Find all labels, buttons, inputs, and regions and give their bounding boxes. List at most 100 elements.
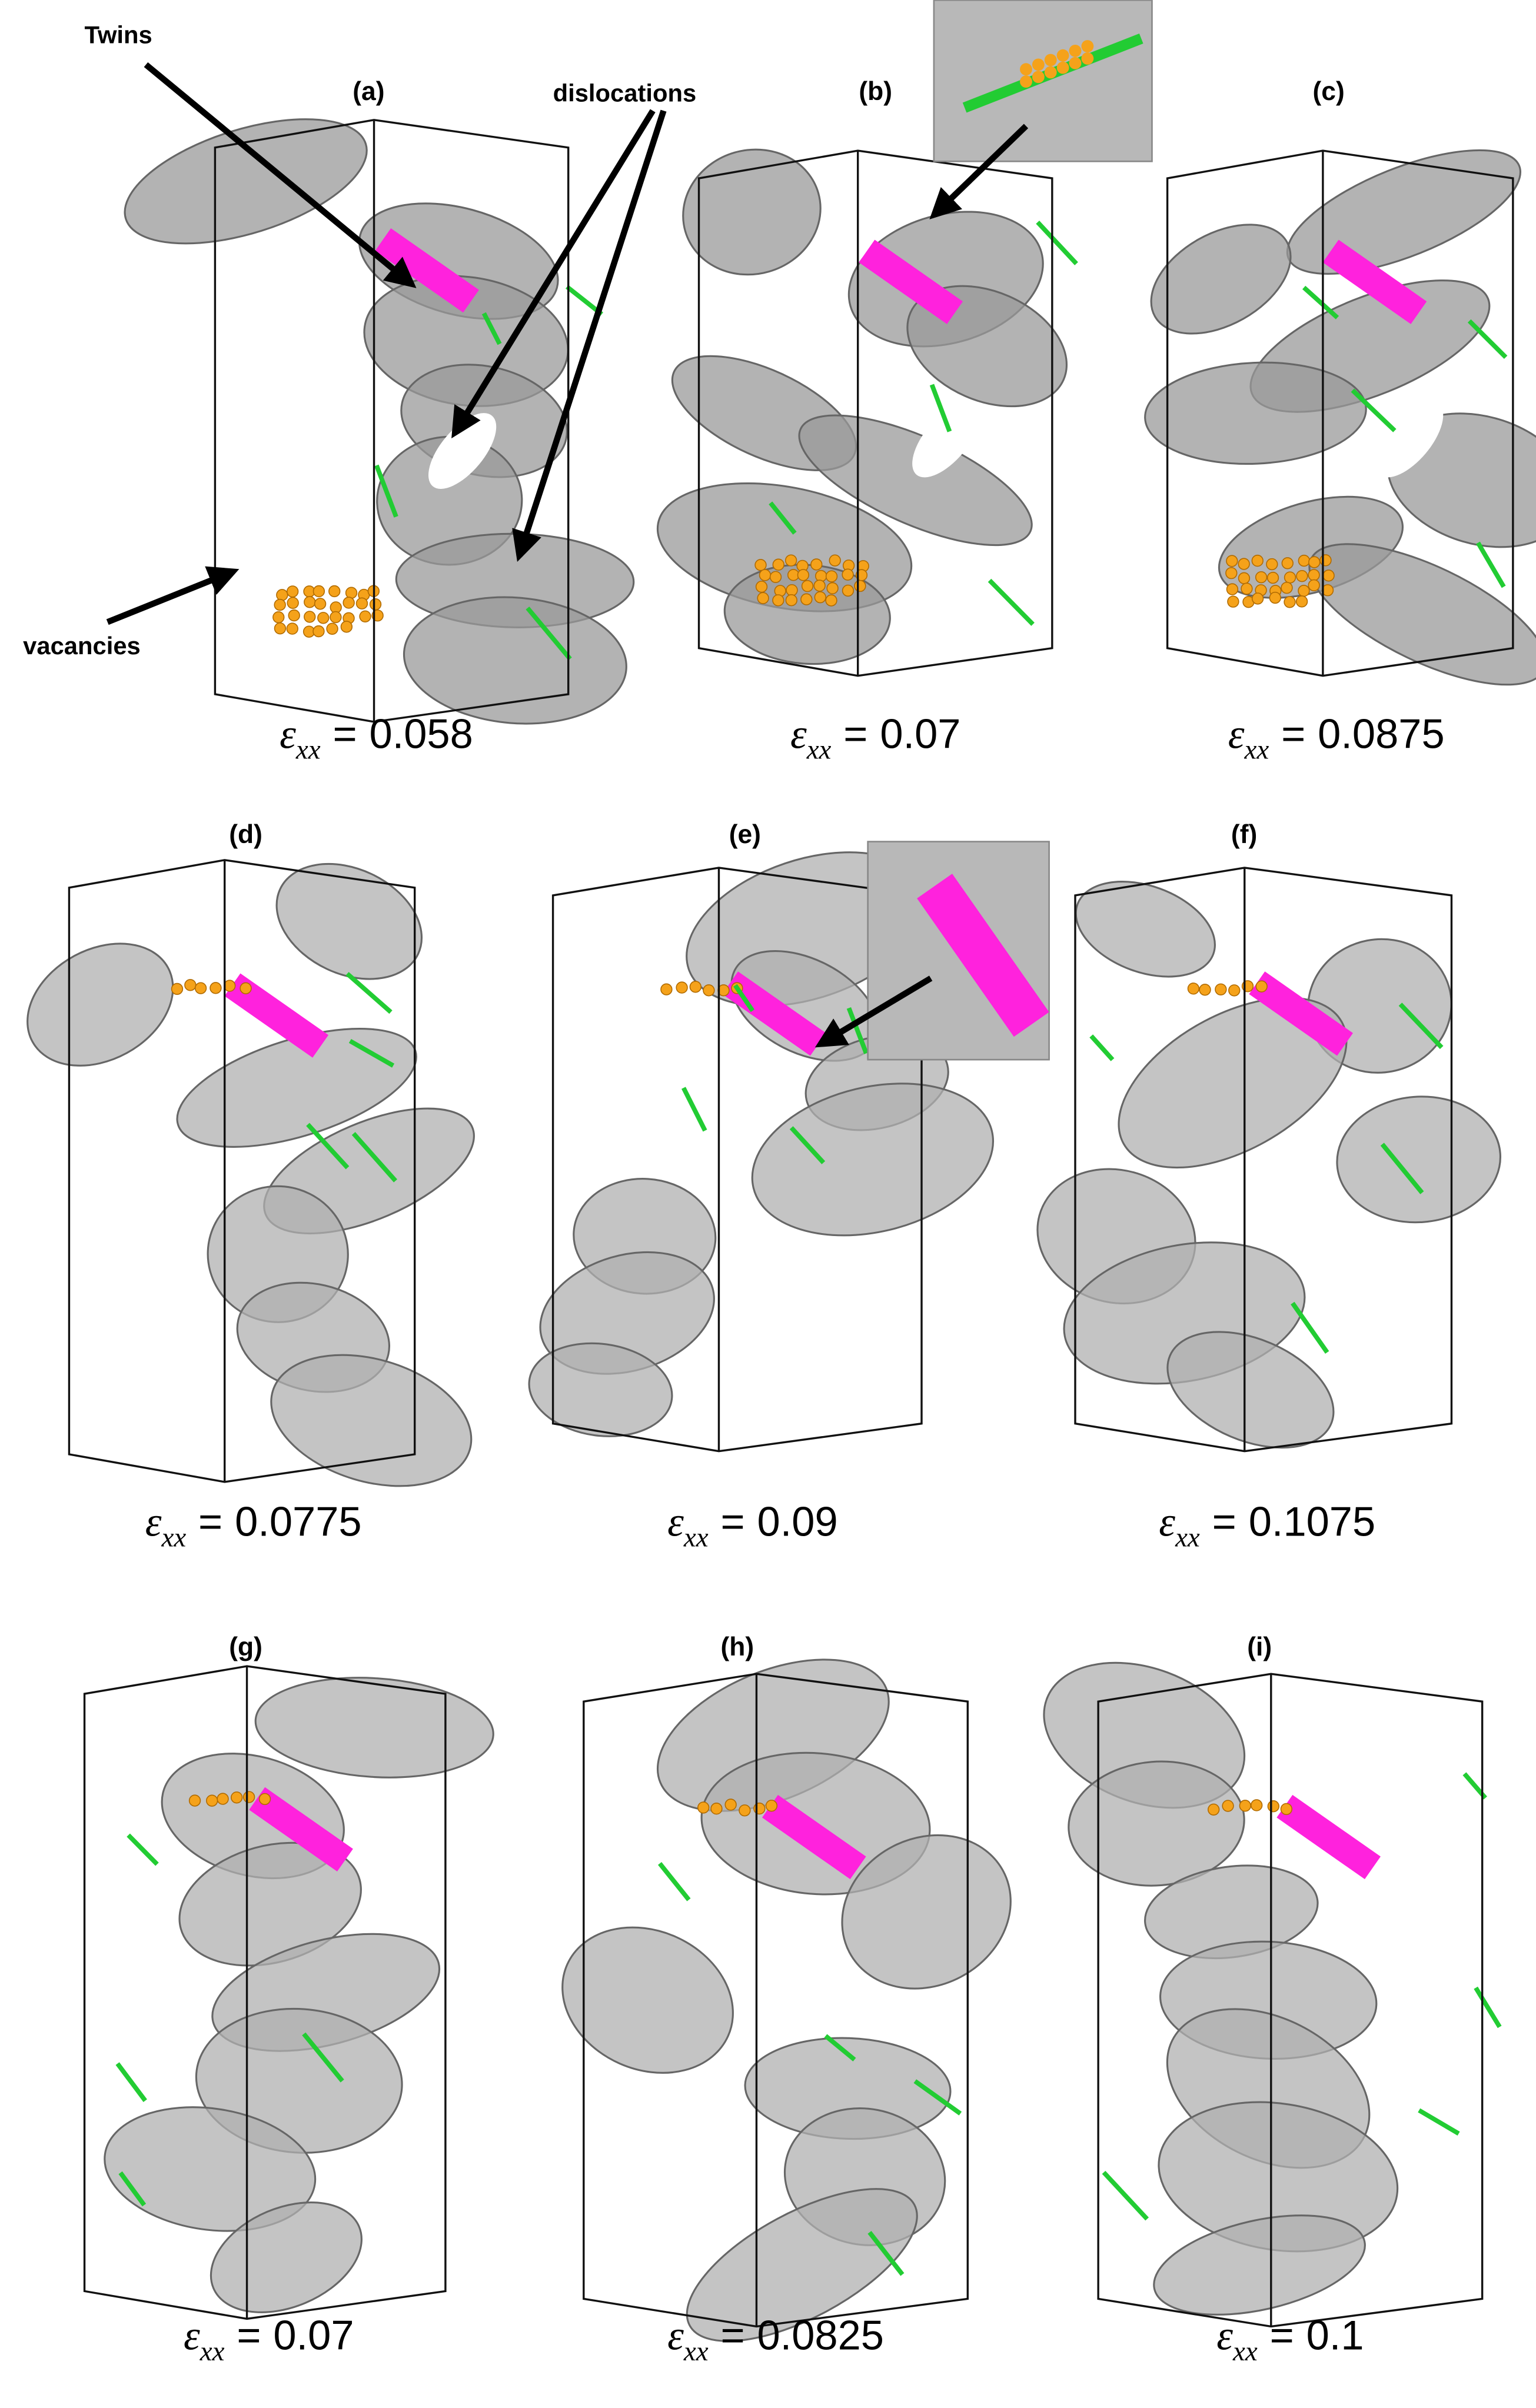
strain-subscript: xx: [1244, 735, 1269, 765]
dislocation: [127, 1833, 159, 1866]
vacancy: [1238, 572, 1251, 584]
strain-relation: =: [720, 2312, 744, 2359]
vacancy: [785, 594, 797, 607]
vacancy: [1199, 984, 1211, 996]
vacancy: [1226, 583, 1239, 595]
vacancy: [1238, 558, 1250, 570]
vacancy: [813, 579, 826, 592]
vacancy: [1032, 71, 1045, 84]
vacancy: [340, 621, 353, 633]
strain-subscript: xx: [1175, 1523, 1200, 1553]
panel: (c) εxx = 0.0875: [1144, 77, 1536, 765]
vacancy: [814, 569, 827, 582]
strain-relation: =: [333, 710, 357, 757]
vacancy: [755, 581, 768, 593]
vacancy: [1295, 595, 1308, 608]
strain-subscript: xx: [200, 2336, 225, 2367]
strain-caption: εxx = 0.09: [667, 1498, 838, 1553]
vacancy: [286, 622, 298, 635]
strain-caption: εxx = 0.07: [790, 710, 961, 765]
strain-subscript: xx: [683, 1523, 709, 1553]
dislocation: [988, 578, 1035, 626]
strain-relation: =: [1212, 1498, 1236, 1544]
strain-symbol: ε: [1228, 711, 1245, 757]
vacancy: [314, 598, 327, 610]
vacancy: [1056, 49, 1069, 62]
annotations: Twins dislocations vacancies: [23, 21, 1029, 1048]
vacancy: [1056, 61, 1069, 74]
vacancy: [842, 568, 854, 581]
vacancy: [786, 584, 798, 597]
panels: (a)εxx = 0.058(b)εxx = 0.07(c)εxx = 0.0875(d)ε…: [26, 0, 1536, 2367]
vacancy: [1020, 63, 1032, 76]
twin: [1322, 239, 1427, 324]
strain-caption: εxx = 0.0775: [145, 1498, 362, 1553]
vacancy: [1208, 1803, 1220, 1816]
grain: [403, 596, 627, 725]
vacancy: [345, 587, 358, 599]
vacancy: [194, 982, 207, 994]
strain-value: 0.058: [369, 710, 473, 757]
vacancy: [1298, 554, 1311, 567]
dislocation: [306, 1123, 350, 1170]
grain: [682, 148, 822, 276]
dislocation: [115, 2062, 147, 2102]
twin: [1249, 971, 1353, 1056]
strain-subscript: xx: [295, 735, 321, 765]
dislocation: [118, 2171, 147, 2207]
panel-label: (c): [1313, 77, 1345, 106]
vacancy: [1308, 579, 1320, 592]
inset: [933, 0, 1153, 162]
strain-value: 0.09: [757, 1498, 838, 1544]
panel-label: (d): [229, 820, 262, 849]
dislocation: [1291, 1301, 1329, 1354]
vacancy: [312, 585, 325, 598]
dislocation: [929, 384, 952, 432]
panel: (a) εxx = 0.058: [124, 77, 635, 765]
vacancy: [276, 589, 288, 601]
dislocations-label: dislocations: [553, 79, 697, 107]
vacancy: [825, 570, 838, 582]
strain-value: 0.0875: [1318, 710, 1445, 757]
strain-symbol: ε: [280, 711, 296, 757]
vacancy: [769, 571, 782, 583]
grain: [1068, 1760, 1245, 1887]
vacancy: [1266, 558, 1278, 571]
grain: [686, 2188, 918, 2342]
vacancy: [1044, 66, 1057, 79]
dislocation: [1474, 1986, 1502, 2029]
vacancy: [1069, 56, 1082, 69]
vacancy: [825, 594, 837, 607]
strain-value: 0.0775: [235, 1498, 362, 1544]
vacancy: [355, 597, 368, 610]
dislocation: [846, 1007, 869, 1054]
arrow: [106, 566, 240, 625]
vacancy: [1280, 1803, 1293, 1816]
vacancy: [217, 1793, 229, 1805]
strain-value: 0.1: [1306, 2312, 1364, 2359]
vacancy: [1251, 554, 1264, 567]
dislocation: [345, 972, 393, 1014]
dislocation: [1398, 1002, 1444, 1050]
vacancy: [258, 1793, 271, 1806]
grain: [210, 2201, 363, 2313]
grain: [1166, 1331, 1335, 1449]
grain: [1075, 881, 1216, 978]
vacancy: [272, 611, 285, 624]
strain-symbol: ε: [1216, 2313, 1233, 2359]
vacancy: [1251, 1799, 1263, 1811]
vacancy: [759, 569, 772, 581]
dislocation: [681, 1087, 707, 1132]
vacancy: [1319, 554, 1332, 567]
dislocation: [733, 984, 755, 1013]
vacancy: [274, 598, 286, 611]
panel: (b) εxx = 0.07: [656, 77, 1078, 765]
vacancy: [1281, 557, 1294, 569]
panel-label: (e): [729, 820, 761, 849]
vacancy: [1081, 52, 1094, 65]
strain-relation: =: [1281, 710, 1305, 757]
vacancy: [1284, 596, 1296, 608]
void: [1375, 401, 1444, 478]
strain-subscript: xx: [806, 735, 832, 765]
dislocation: [302, 2032, 344, 2083]
